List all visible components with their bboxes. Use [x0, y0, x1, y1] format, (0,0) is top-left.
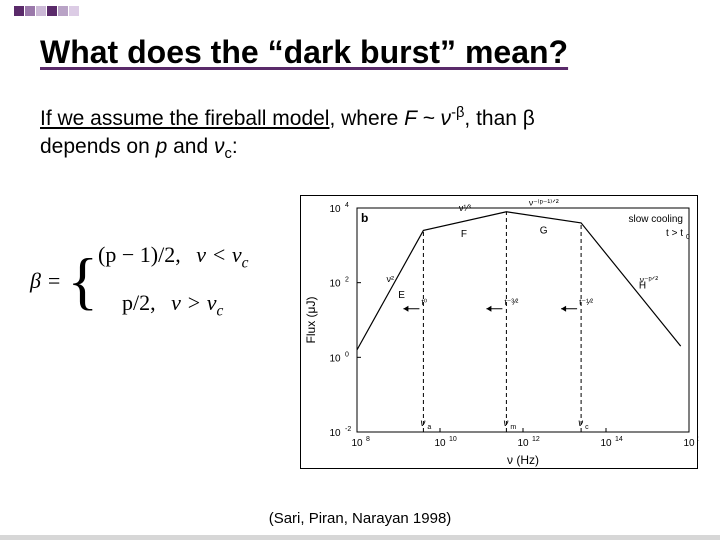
svg-text:10: 10	[329, 279, 341, 290]
accent-squares	[14, 6, 79, 16]
svg-text:10: 10	[351, 438, 363, 449]
accent-sq	[58, 6, 68, 16]
accent-sq	[14, 6, 24, 16]
accent-sq	[69, 6, 79, 16]
svg-text:F: F	[461, 229, 467, 240]
intro-seg: :	[232, 135, 238, 158]
svg-text:10: 10	[449, 436, 457, 443]
svg-text:ν: ν	[578, 418, 583, 429]
svg-text:10: 10	[683, 438, 695, 449]
svg-text:16: 16	[698, 436, 699, 443]
svg-text:10: 10	[329, 428, 341, 439]
intro-seg: , where	[329, 107, 404, 130]
svg-text:0: 0	[345, 351, 349, 358]
svg-text:12: 12	[532, 436, 540, 443]
svg-text:0: 0	[686, 234, 690, 241]
intro-underlined: If we assume the fireball model	[40, 107, 329, 130]
svg-text:t > t: t > t	[666, 228, 683, 239]
eq-row2-left: p/2,	[122, 290, 156, 315]
svg-text:b: b	[361, 211, 368, 225]
accent-sq	[47, 6, 57, 16]
eq-row1-right: ν < νc	[196, 242, 248, 267]
eq-row2-right: ν > νc	[171, 290, 223, 315]
svg-text:t⁻¹⁄²: t⁻¹⁄²	[579, 297, 593, 307]
svg-text:10: 10	[434, 438, 446, 449]
svg-text:8: 8	[366, 436, 370, 443]
eq-row1-left: (p − 1)/2,	[98, 242, 181, 267]
svg-text:ν⁻ᵖᐟ²: ν⁻ᵖᐟ²	[640, 275, 659, 285]
svg-text:-2: -2	[345, 426, 351, 433]
eq-lhs: β =	[30, 268, 61, 294]
svg-text:ν⁻⁽ᵖ⁻¹⁾ᐟ²: ν⁻⁽ᵖ⁻¹⁾ᐟ²	[529, 197, 559, 207]
intro-nuc-sub: c	[225, 147, 232, 163]
intro-p: p	[156, 135, 168, 158]
svg-text:ν²: ν²	[386, 274, 394, 284]
eq-brace: {	[67, 259, 98, 304]
svg-text:Flux (μJ): Flux (μJ)	[304, 297, 318, 344]
intro-seg: depends on	[40, 135, 156, 158]
svg-text:a: a	[427, 424, 431, 431]
citation: (Sari, Piran, Narayan 1998)	[0, 510, 720, 527]
slide-title: What does the “dark burst” mean?	[40, 34, 568, 71]
svg-text:10: 10	[329, 204, 341, 215]
svg-text:ν: ν	[420, 418, 425, 429]
svg-text:ν: ν	[503, 418, 508, 429]
svg-text:t⁰: t⁰	[421, 297, 427, 307]
svg-text:ν¹⁄³: ν¹⁄³	[459, 203, 471, 213]
accent-sq	[25, 6, 35, 16]
intro-exp: -β	[451, 105, 464, 121]
svg-text:4: 4	[345, 202, 349, 209]
beta-equation: β = { (p − 1)/2, ν < νc p/2, ν > νc	[30, 242, 270, 321]
chart-svg: 108101010121014101610-2100102104ν (Hz)Fl…	[301, 196, 699, 470]
svg-text:t⁻³⁄²: t⁻³⁄²	[504, 297, 518, 307]
svg-text:2: 2	[345, 277, 349, 284]
intro-nu: ν	[214, 135, 225, 158]
svg-text:c: c	[585, 424, 589, 431]
intro-text: If we assume the fireball model, where F…	[40, 104, 680, 165]
svg-text:m: m	[510, 424, 516, 431]
accent-sq	[36, 6, 46, 16]
svg-text:14: 14	[615, 436, 623, 443]
svg-text:10: 10	[329, 353, 341, 364]
page-shadow	[0, 535, 720, 540]
intro-seg: and	[167, 135, 214, 158]
svg-text:E: E	[398, 290, 405, 301]
svg-text:G: G	[540, 225, 548, 236]
svg-text:slow cooling: slow cooling	[629, 214, 683, 225]
intro-flux-var: F ~ ν	[404, 107, 451, 130]
intro-seg: , than β	[464, 107, 534, 130]
spectrum-chart: 108101010121014101610-2100102104ν (Hz)Fl…	[300, 195, 698, 469]
svg-text:10: 10	[600, 438, 612, 449]
svg-text:10: 10	[517, 438, 529, 449]
svg-text:ν (Hz): ν (Hz)	[507, 453, 539, 467]
